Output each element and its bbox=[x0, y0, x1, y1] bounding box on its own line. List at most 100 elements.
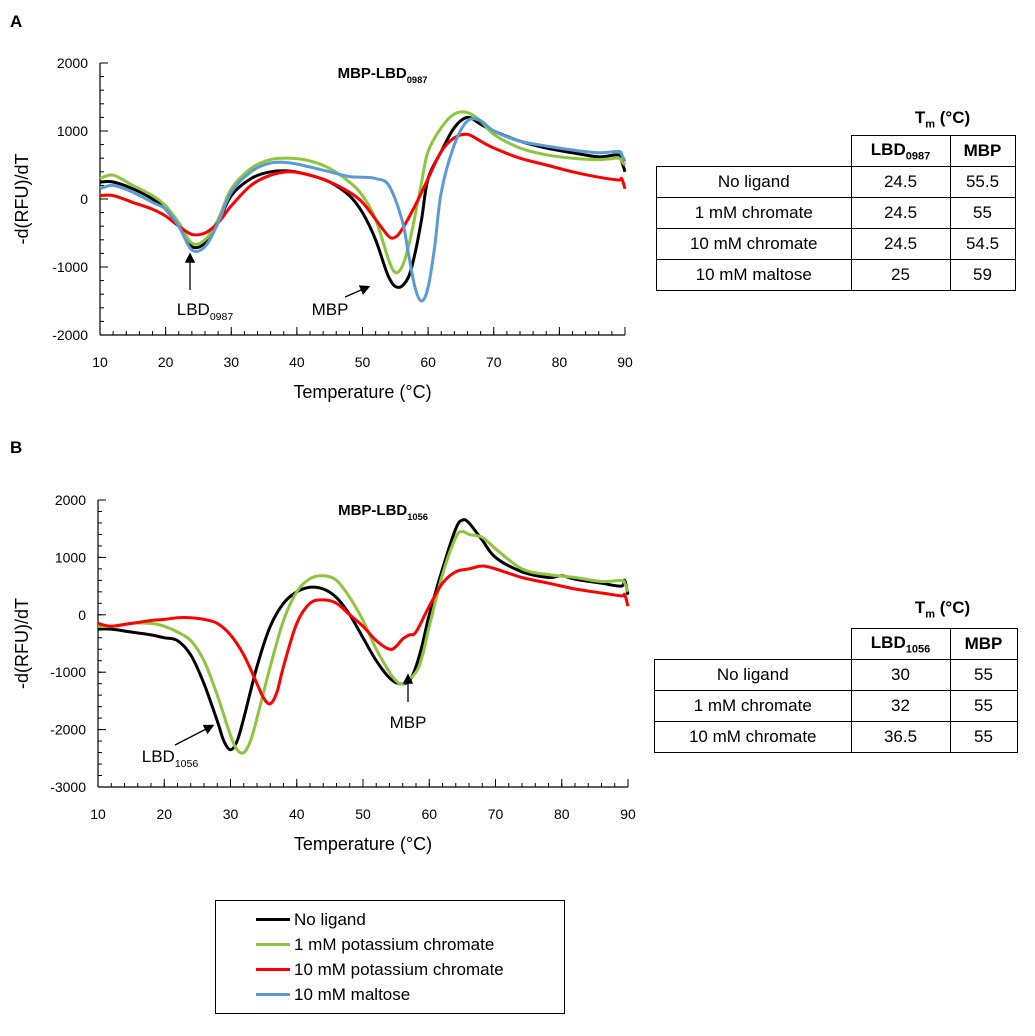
table-b: LBD1056 MBP No ligand 30 55 1 mM chromate 3… bbox=[654, 628, 1018, 753]
legend-item: 1 mM potassium chromate bbox=[216, 932, 564, 957]
peak-annotation: MBP bbox=[390, 713, 427, 732]
row-label: 1 mM chromate bbox=[654, 690, 852, 722]
y-axis-label: -d(RFU)/dT bbox=[12, 598, 32, 689]
x-axis-label: Temperature (°C) bbox=[294, 834, 432, 854]
x-tick-label: 50 bbox=[355, 354, 371, 370]
x-tick-label: 60 bbox=[421, 806, 437, 822]
y-tick-label: -3000 bbox=[50, 779, 86, 795]
table-row: 1 mM chromate 32 55 bbox=[654, 690, 1018, 722]
legend-label: No ligand bbox=[294, 909, 366, 929]
mbp-value: 59 bbox=[949, 259, 1016, 291]
y-tick-label: -2000 bbox=[50, 722, 86, 738]
table-row: 10 mM chromate 36.5 55 bbox=[654, 721, 1018, 753]
table-row: No ligand 30 55 bbox=[654, 659, 1018, 691]
x-tick-label: 70 bbox=[486, 354, 502, 370]
table-row: 1 mM chromate 24.5 55 bbox=[656, 197, 1016, 229]
lbd-value: 24.5 bbox=[850, 197, 951, 229]
x-tick-label: 40 bbox=[289, 354, 305, 370]
table-a: LBD0987 MBP No ligand 24.5 55.5 1 mM chrom… bbox=[656, 135, 1016, 291]
y-tick-label: 1000 bbox=[57, 123, 88, 139]
row-label: No ligand bbox=[654, 659, 852, 691]
row-label: 1 mM chromate bbox=[656, 197, 852, 229]
x-tick-label: 30 bbox=[223, 806, 239, 822]
mbp-value: 54.5 bbox=[949, 228, 1016, 260]
peak-annotation: LBD1056 bbox=[142, 747, 199, 770]
lbd-value: 32 bbox=[850, 690, 951, 722]
lbd-value: 25 bbox=[850, 259, 951, 291]
x-tick-label: 20 bbox=[158, 354, 174, 370]
row-label: No ligand bbox=[656, 166, 852, 198]
lbd-value: 30 bbox=[850, 659, 951, 691]
table-b-col-mbp: MBP bbox=[949, 628, 1018, 660]
table-b-title: Tm (°C) bbox=[914, 598, 971, 621]
lbd-value: 24.5 bbox=[850, 166, 951, 198]
legend-swatch bbox=[256, 943, 290, 946]
mbp-value: 55 bbox=[949, 197, 1016, 229]
x-tick-label: 10 bbox=[90, 806, 106, 822]
table-b-col-lbd: LBD1056 bbox=[850, 628, 951, 660]
series-line bbox=[97, 518, 630, 752]
lbd-value: 24.5 bbox=[850, 228, 951, 260]
chart-title: MBP-LBD1056 bbox=[338, 502, 428, 522]
table-row: 10 mM maltose 25 59 bbox=[656, 259, 1016, 291]
annotation-arrow bbox=[344, 285, 371, 298]
peak-annotation: LBD0987 bbox=[177, 300, 234, 323]
table-a-header-row: LBD0987 MBP bbox=[656, 135, 1016, 167]
legend-swatch bbox=[256, 968, 290, 971]
series-line bbox=[99, 132, 627, 240]
legend-label: 10 mM maltose bbox=[294, 984, 411, 1004]
row-label: 10 mM chromate bbox=[656, 228, 852, 260]
x-tick-label: 80 bbox=[552, 354, 568, 370]
x-tick-label: 10 bbox=[92, 354, 108, 370]
legend: No ligand 1 mM potassium chromate 10 mM … bbox=[215, 900, 565, 1014]
legend-swatch bbox=[256, 918, 290, 921]
x-tick-label: 70 bbox=[488, 806, 504, 822]
y-axis-label: -d(RFU)/dT bbox=[12, 154, 32, 245]
legend-label: 1 mM potassium chromate bbox=[294, 934, 495, 954]
x-tick-label: 90 bbox=[617, 354, 633, 370]
panel-a-letter: A bbox=[10, 12, 23, 31]
x-tick-label: 90 bbox=[620, 806, 636, 822]
series-line bbox=[97, 530, 630, 755]
row-label: 10 mM maltose bbox=[656, 259, 852, 291]
panel-b-letter: B bbox=[10, 438, 23, 457]
y-tick-label: -1000 bbox=[50, 664, 86, 680]
x-tick-label: 40 bbox=[289, 806, 305, 822]
y-tick-label: -2000 bbox=[52, 327, 88, 343]
mbp-value: 55 bbox=[949, 721, 1018, 753]
peak-annotation: MBP bbox=[312, 300, 349, 319]
table-b-header-row: LBD1056 MBP bbox=[654, 628, 1018, 660]
table-a-title: Tm (°C) bbox=[914, 108, 971, 131]
y-tick-label: 1000 bbox=[55, 549, 86, 565]
table-row: No ligand 24.5 55.5 bbox=[656, 166, 1016, 198]
legend-swatch bbox=[256, 993, 290, 996]
mbp-value: 55 bbox=[949, 659, 1018, 691]
row-label: 10 mM chromate bbox=[654, 721, 852, 753]
series-line bbox=[99, 110, 627, 275]
x-tick-label: 30 bbox=[223, 354, 239, 370]
series-line bbox=[97, 564, 630, 706]
table-a-col-mbp: MBP bbox=[949, 135, 1016, 167]
x-axis-label: Temperature (°C) bbox=[293, 382, 431, 402]
table-row: 10 mM chromate 24.5 54.5 bbox=[656, 228, 1016, 260]
y-tick-label: 0 bbox=[78, 607, 86, 623]
x-tick-label: 80 bbox=[554, 806, 570, 822]
y-tick-label: 2000 bbox=[55, 492, 86, 508]
x-tick-label: 60 bbox=[420, 354, 436, 370]
x-tick-label: 50 bbox=[355, 806, 371, 822]
legend-label: 10 mM potassium chromate bbox=[294, 959, 504, 979]
x-tick-label: 20 bbox=[156, 806, 172, 822]
y-tick-label: 0 bbox=[80, 191, 88, 207]
legend-item: 10 mM potassium chromate bbox=[216, 957, 564, 982]
annotation-arrow bbox=[174, 724, 215, 746]
mbp-value: 55.5 bbox=[949, 166, 1016, 198]
y-tick-label: -1000 bbox=[52, 259, 88, 275]
table-a-col-lbd: LBD0987 bbox=[850, 135, 951, 167]
legend-item: 10 mM maltose bbox=[216, 982, 564, 1007]
legend-item: No ligand bbox=[216, 907, 564, 932]
chart-title: MBP-LBD0987 bbox=[338, 65, 428, 85]
series-line bbox=[99, 117, 627, 303]
y-tick-label: 2000 bbox=[57, 55, 88, 71]
mbp-value: 55 bbox=[949, 690, 1018, 722]
